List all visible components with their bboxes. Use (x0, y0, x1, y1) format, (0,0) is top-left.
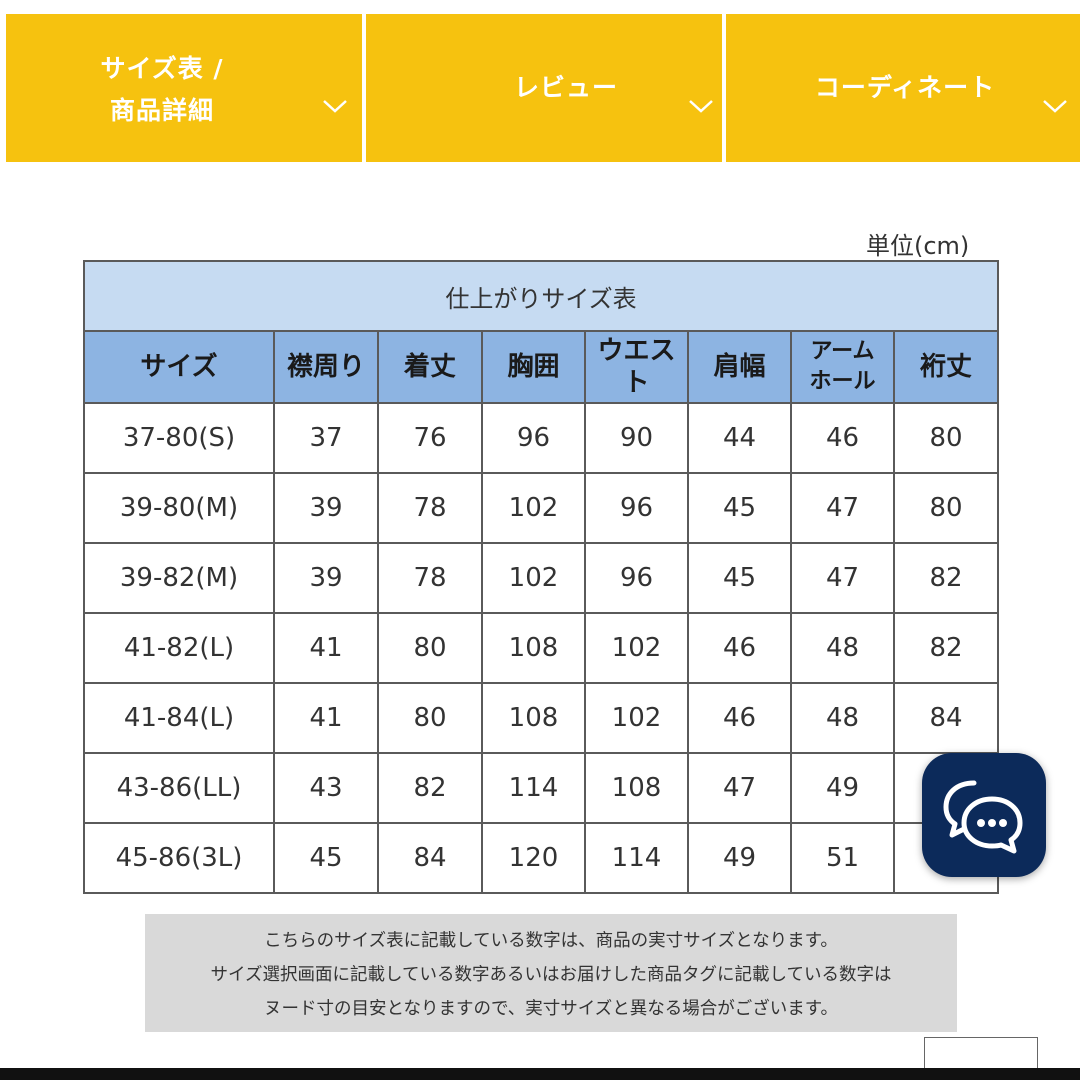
measurement-cell: 120 (481, 822, 586, 894)
chat-button[interactable] (922, 753, 1046, 877)
header-armhole-line2: ホール (809, 369, 876, 394)
measurement-cell: 108 (584, 752, 689, 824)
chevron-down-icon (689, 100, 713, 113)
table-row: 39-82(M) 39 78 102 96 45 47 82 (83, 542, 1000, 614)
measurement-cell: 37 (273, 402, 379, 474)
measurement-cell: 41 (273, 612, 379, 684)
size-note: こちらのサイズ表に記載している数字は、商品の実寸サイズとなります。 サイズ選択画… (145, 914, 957, 1032)
table-body: 37-80(S) 37 76 96 90 44 46 80 39-80(M) 39 78 102 96 4… (83, 402, 1000, 894)
measurement-cell: 49 (687, 822, 792, 894)
tab-bar: サイズ表 / 商品詳細 レビュー コーディネート (6, 14, 1080, 162)
header-waist: ウエスト (584, 330, 689, 404)
tab-review[interactable]: レビュー (366, 14, 722, 162)
table-row: 43-86(LL) 43 82 114 108 47 49 (83, 752, 1000, 824)
header-length: 着丈 (377, 330, 483, 404)
table-row: 39-80(M) 39 78 102 96 45 47 80 (83, 472, 1000, 544)
size-cell: 45-86(3L) (83, 822, 275, 894)
measurement-cell: 76 (377, 402, 483, 474)
measurement-cell: 39 (273, 472, 379, 544)
table-row: 41-84(L) 41 80 108 102 46 48 84 (83, 682, 1000, 754)
measurement-cell: 78 (377, 542, 483, 614)
measurement-cell: 80 (377, 682, 483, 754)
table-row: 45-86(3L) 45 84 120 114 49 51 (83, 822, 1000, 894)
header-sleeve: 裄丈 (892, 330, 1000, 404)
size-cell: 41-84(L) (83, 682, 275, 754)
size-cell: 39-82(M) (83, 542, 275, 614)
chat-bubbles-icon (943, 780, 1023, 854)
chevron-down-icon (1043, 100, 1067, 113)
measurement-cell: 102 (584, 682, 689, 754)
table-row: 41-82(L) 41 80 108 102 46 48 82 (83, 612, 1000, 684)
header-shoulder: 肩幅 (687, 330, 792, 404)
note-line: こちらのサイズ表に記載している数字は、商品の実寸サイズとなります。 (264, 931, 838, 951)
header-armhole: アーム ホール (790, 330, 895, 404)
size-cell: 43-86(LL) (83, 752, 275, 824)
size-cell: 39-80(M) (83, 472, 275, 544)
table-header-row: サイズ 襟周り 着丈 胸囲 ウエスト 肩幅 アーム ホール 裄丈 (83, 330, 1000, 404)
measurement-cell: 48 (790, 612, 895, 684)
measurement-cell: 82 (892, 542, 1000, 614)
note-line: サイズ選択画面に記載している数字あるいはお届けした商品タグに記載している数字は (210, 965, 892, 985)
measurement-cell: 80 (892, 402, 1000, 474)
chevron-down-icon (323, 100, 347, 113)
measurement-cell: 48 (790, 682, 895, 754)
measurement-cell: 96 (584, 542, 689, 614)
tab-size-chart-label-line1: サイズ表 / (100, 54, 224, 83)
measurement-cell: 96 (481, 402, 586, 474)
table-title-row: 仕上がりサイズ表 (82, 260, 1000, 332)
measurement-cell: 44 (687, 402, 792, 474)
measurement-cell: 102 (481, 472, 586, 544)
measurement-cell: 41 (273, 682, 379, 754)
measurement-cell: 108 (481, 682, 586, 754)
tab-size-chart[interactable]: サイズ表 / 商品詳細 (6, 14, 362, 162)
tab-size-chart-label: サイズ表 / 商品詳細 (82, 48, 242, 132)
measurement-cell: 102 (584, 612, 689, 684)
bottom-bar (0, 1068, 1080, 1080)
measurement-cell: 45 (273, 822, 379, 894)
tab-coordinate-label: コーディネート (814, 73, 996, 102)
measurement-cell: 78 (377, 472, 483, 544)
size-cell: 41-82(L) (83, 612, 275, 684)
measurement-cell: 47 (687, 752, 792, 824)
measurement-cell: 43 (273, 752, 379, 824)
measurement-cell: 80 (892, 472, 1000, 544)
header-chest: 胸囲 (481, 330, 586, 404)
measurement-cell: 46 (687, 612, 792, 684)
tab-size-chart-label-line2: 商品詳細 (109, 96, 214, 125)
tab-review-label: レビュー (513, 73, 618, 102)
measurement-cell: 39 (273, 542, 379, 614)
unit-label: 単位(cm) (866, 232, 970, 260)
measurement-cell: 82 (377, 752, 483, 824)
measurement-cell: 45 (687, 472, 792, 544)
measurement-cell: 80 (377, 612, 483, 684)
measurement-cell: 90 (584, 402, 689, 474)
header-armhole-line1: アーム (810, 339, 875, 364)
measurement-cell: 45 (687, 542, 792, 614)
note-line: ヌード寸の目安となりますので、実寸サイズと異なる場合がございます。 (264, 999, 838, 1019)
measurement-cell: 114 (584, 822, 689, 894)
measurement-cell: 51 (790, 822, 895, 894)
measurement-cell: 108 (481, 612, 586, 684)
table-title: 仕上がりサイズ表 (82, 260, 1000, 332)
measurement-cell: 46 (790, 402, 895, 474)
measurement-cell: 47 (790, 542, 895, 614)
measurement-cell: 82 (892, 612, 1000, 684)
size-chart-table: 仕上がりサイズ表 サイズ 襟周り 着丈 胸囲 ウエスト 肩幅 アーム ホール 裄… (82, 260, 1000, 894)
measurement-cell: 46 (687, 682, 792, 754)
size-cell: 37-80(S) (83, 402, 275, 474)
tab-coordinate[interactable]: コーディネート (726, 14, 1080, 162)
measurement-cell: 84 (377, 822, 483, 894)
measurement-cell: 84 (892, 682, 1000, 754)
measurement-cell: 47 (790, 472, 895, 544)
header-neck: 襟周り (273, 330, 379, 404)
measurement-cell: 102 (481, 542, 586, 614)
measurement-cell: 114 (481, 752, 586, 824)
header-size: サイズ (83, 330, 275, 404)
table-row: 37-80(S) 37 76 96 90 44 46 80 (83, 402, 1000, 474)
measurement-cell: 96 (584, 472, 689, 544)
measurement-cell: 49 (790, 752, 895, 824)
